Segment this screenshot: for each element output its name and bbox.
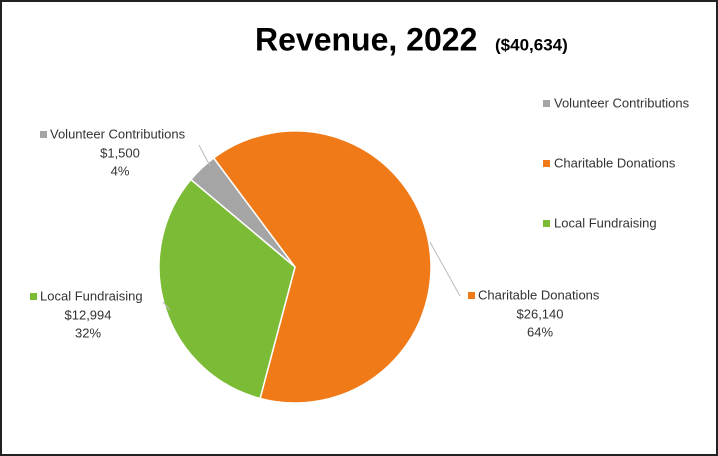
data-label-value: $12,994 — [65, 307, 112, 322]
legend-swatch — [543, 160, 550, 167]
chart-title: Revenue, 2022 — [255, 21, 477, 57]
data-label-value: $26,140 — [517, 306, 564, 321]
legend-label: Local Fundraising — [554, 215, 657, 230]
data-label-name: Local Fundraising — [40, 288, 143, 303]
data-label-name: Volunteer Contributions — [50, 126, 186, 141]
data-label-percent: 64% — [527, 324, 553, 339]
legend-swatch — [543, 220, 550, 227]
data-label-name: Charitable Donations — [478, 287, 600, 302]
legend-label: Volunteer Contributions — [554, 95, 690, 110]
chart-subtitle: ($40,634) — [495, 35, 568, 54]
legend-label: Charitable Donations — [554, 155, 676, 170]
chart: Revenue, 2022 ($40,634) Volunteer Contri… — [0, 0, 718, 456]
legend-swatch — [543, 100, 550, 107]
data-label-percent: 32% — [75, 325, 101, 340]
data-label-percent: 4% — [111, 163, 130, 178]
label-swatch — [468, 292, 475, 299]
label-swatch — [40, 131, 47, 138]
label-swatch — [30, 293, 37, 300]
data-label-value: $1,500 — [100, 145, 140, 160]
